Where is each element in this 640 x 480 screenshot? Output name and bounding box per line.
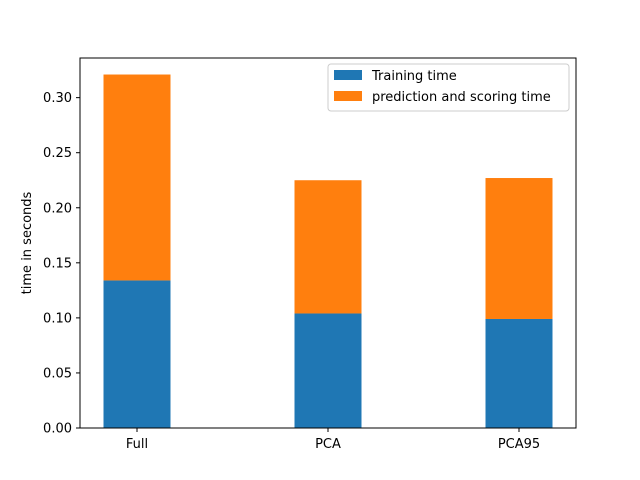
bar-pca95-series-0 — [485, 318, 553, 428]
y-tick-label: 0.00 — [43, 422, 72, 437]
bar-full-series-1 — [103, 74, 171, 281]
x-tick-label: PCA95 — [498, 437, 540, 452]
x-tick-label: Full — [126, 437, 148, 452]
legend-label: prediction and scoring time — [372, 90, 551, 105]
bar-full-series-0 — [103, 280, 171, 428]
bar-pca-series-0 — [294, 313, 362, 428]
legend-swatch — [334, 91, 362, 101]
y-axis-label: time in seconds — [20, 191, 35, 294]
y-tick-label: 0.30 — [43, 91, 72, 106]
y-tick-label: 0.05 — [43, 366, 72, 381]
legend-swatch — [334, 70, 362, 80]
legend: Training time prediction and scoring time — [327, 63, 570, 112]
legend-label: Training time — [371, 69, 457, 84]
bar-pca95-series-1 — [485, 178, 553, 319]
y-tick-label: 0.10 — [43, 311, 72, 326]
bar-pca-series-1 — [294, 180, 362, 314]
axes-group: 0.00 0.05 0.10 0.15 0.20 0.25 0.30 Full PCA PCA95 — [43, 57, 577, 452]
x-tick-label: PCA — [315, 437, 341, 452]
y-tick-label: 0.15 — [43, 256, 72, 271]
y-tick-label: 0.25 — [43, 146, 72, 161]
bars-group — [103, 74, 553, 428]
y-tick-label: 0.20 — [43, 201, 72, 216]
legend-box — [327, 63, 570, 112]
